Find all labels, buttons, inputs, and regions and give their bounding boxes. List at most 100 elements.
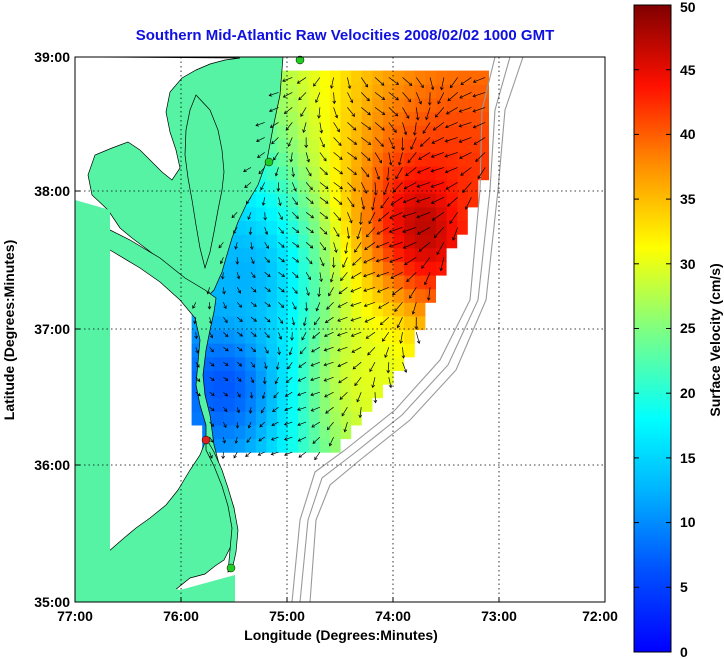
velocity-cell	[265, 166, 277, 181]
velocity-arrow	[431, 212, 445, 221]
velocity-cell	[456, 152, 468, 167]
velocity-cell	[403, 152, 415, 167]
velocity-arrow	[292, 242, 300, 248]
velocity-cell	[340, 84, 352, 99]
velocity-arrow	[297, 421, 307, 427]
velocity-arrow	[268, 107, 279, 113]
velocity-cell	[276, 370, 288, 385]
velocity-cell	[276, 220, 288, 235]
velocity-cell	[350, 397, 362, 412]
velocity-cell	[382, 84, 394, 99]
velocity-cell	[446, 152, 458, 167]
velocity-arrow	[390, 197, 403, 206]
velocity-cell	[329, 220, 341, 235]
velocity-cell	[318, 411, 330, 426]
velocity-cell	[414, 247, 426, 262]
velocity-arrow	[395, 167, 403, 180]
velocity-cell	[393, 125, 405, 140]
velocity-cell	[329, 261, 341, 276]
velocity-cell	[467, 70, 479, 85]
velocity-cell	[340, 125, 352, 140]
velocity-arrow	[223, 346, 229, 352]
velocity-cell	[308, 84, 320, 99]
velocity-cell	[308, 302, 320, 317]
velocity-cell	[318, 356, 330, 371]
velocity-cell	[393, 234, 405, 249]
velocity-arrow	[233, 227, 238, 235]
velocity-arrow	[325, 406, 334, 414]
velocity-cell	[467, 179, 479, 194]
velocity-cell	[340, 288, 352, 303]
velocity-cell	[318, 234, 330, 249]
velocity-cell	[276, 411, 288, 426]
velocity-cell	[276, 111, 288, 126]
velocity-arrow	[272, 406, 279, 413]
velocity-cell	[308, 220, 320, 235]
colorbar-tick-label: 0	[680, 644, 688, 659]
velocity-cell	[265, 315, 277, 331]
velocity-arrow	[220, 272, 225, 280]
velocity-cell	[371, 261, 383, 276]
y-tick-label: 39:00	[34, 49, 70, 65]
velocity-arrow	[475, 152, 486, 162]
velocity-arrow	[436, 242, 445, 256]
velocity-arrow	[311, 346, 321, 353]
velocity-cell	[318, 275, 330, 290]
velocity-arrow	[406, 272, 417, 283]
velocity-arrow	[369, 362, 376, 373]
velocity-cell	[308, 247, 320, 262]
velocity-cell	[318, 384, 330, 399]
velocity-cell	[265, 397, 277, 412]
velocity-arrow	[444, 152, 458, 158]
colorbar-ticks	[634, 69, 671, 653]
velocity-cell	[446, 220, 458, 235]
velocity-arrow	[302, 122, 307, 133]
velocity-arrow	[340, 272, 348, 282]
velocity-arrow	[328, 436, 334, 447]
velocity-arrow	[300, 107, 307, 117]
velocity-arrow	[292, 272, 299, 279]
velocity-cell	[297, 234, 309, 249]
velocity-cell	[212, 315, 224, 331]
velocity-arrow	[418, 242, 431, 252]
velocity-arrow	[403, 182, 417, 190]
velocity-arrow	[315, 302, 321, 312]
velocity-arrow	[319, 257, 325, 267]
velocity-cell	[287, 424, 299, 440]
velocity-arrow	[209, 391, 215, 396]
velocity-arrow	[402, 92, 412, 103]
velocity-cell	[234, 261, 246, 276]
velocity-cell	[212, 275, 224, 290]
velocity-arrow	[363, 301, 376, 308]
velocity-cell	[329, 193, 341, 208]
velocity-arrow	[416, 226, 431, 235]
velocity-cell	[414, 70, 426, 85]
velocity-cell	[244, 411, 256, 426]
velocity-arrow	[412, 122, 417, 136]
velocity-arrow	[236, 346, 243, 352]
velocity-cell	[329, 152, 341, 167]
y-tick-label: 37:00	[34, 321, 70, 337]
velocity-arrow	[411, 302, 417, 315]
velocity-cell	[308, 70, 320, 85]
velocity-cell	[318, 220, 330, 235]
velocity-cell	[287, 397, 299, 412]
map-plot-area	[75, 57, 605, 602]
velocity-arrow	[324, 316, 334, 324]
velocity-cell	[276, 288, 288, 303]
velocity-cell	[223, 275, 235, 290]
velocity-cell	[361, 84, 373, 99]
velocity-cell	[414, 138, 426, 153]
velocity-cell	[318, 206, 330, 222]
velocity-arrow	[352, 361, 362, 370]
velocity-cell	[287, 166, 299, 181]
velocity-cell	[255, 179, 267, 194]
x-tick-label: 77:00	[57, 608, 93, 624]
velocity-cell	[308, 179, 320, 194]
velocity-arrow	[282, 92, 293, 98]
velocity-cell	[340, 166, 352, 181]
velocity-cell	[308, 261, 320, 276]
velocity-arrow	[398, 152, 403, 166]
velocity-cell	[424, 138, 436, 153]
velocity-cell	[287, 356, 299, 371]
